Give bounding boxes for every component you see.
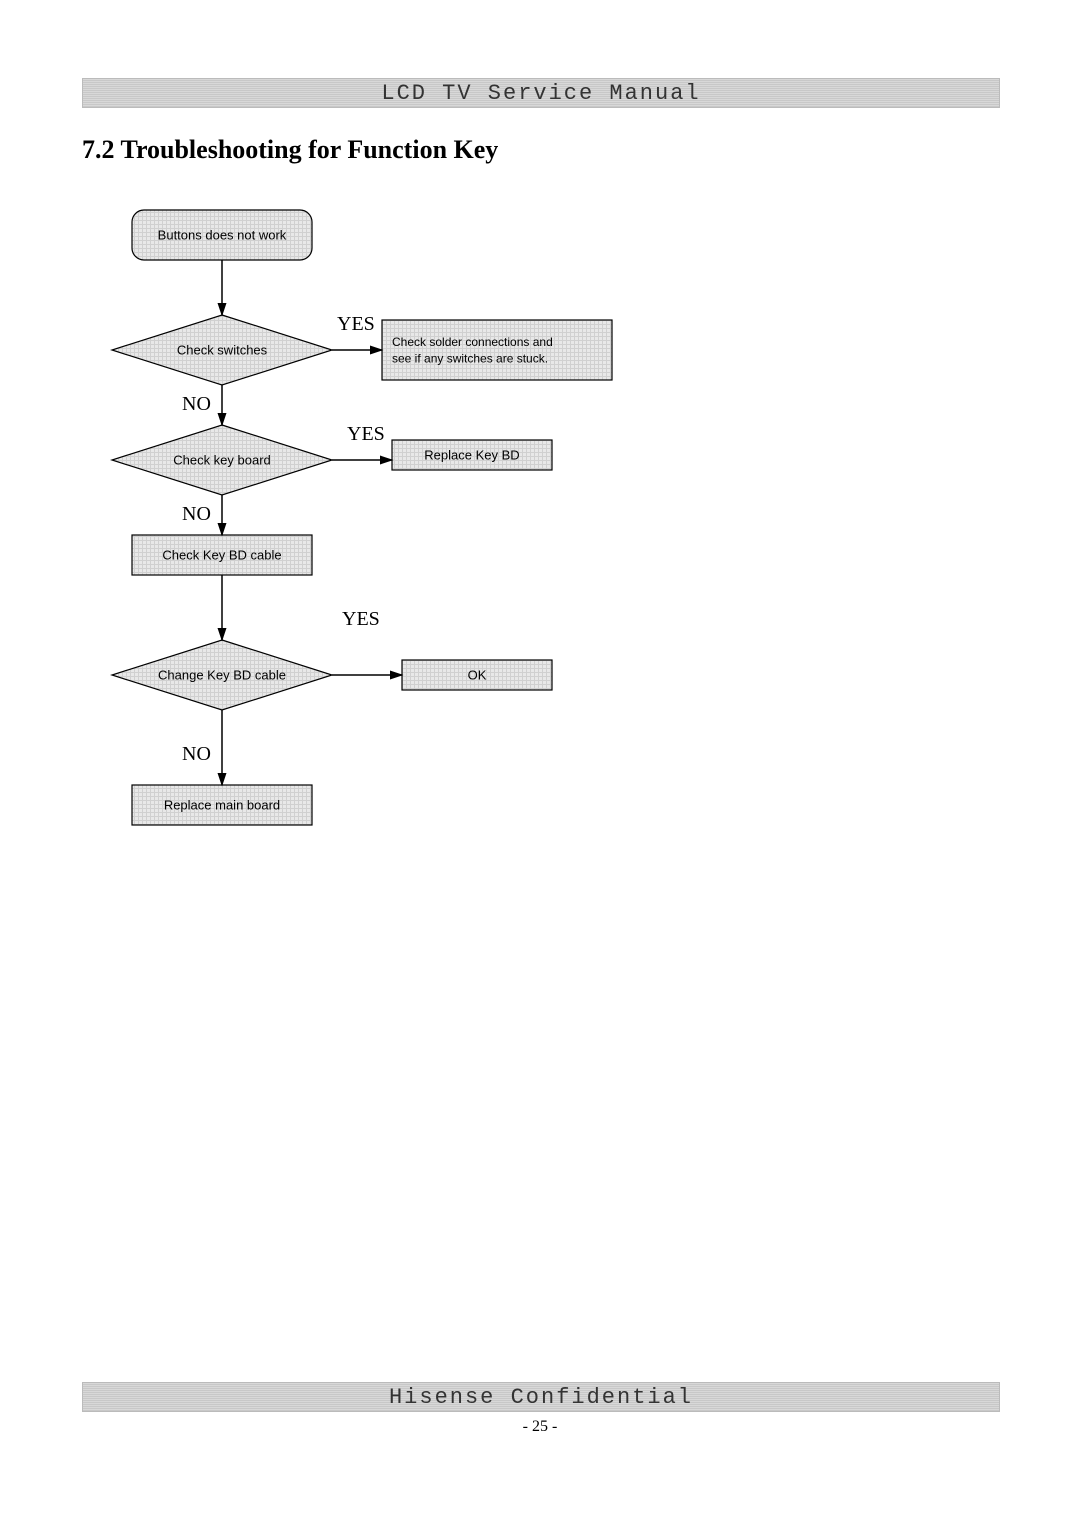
- svg-text:Check key board: Check key board: [173, 453, 271, 468]
- svg-text:YES: YES: [347, 423, 385, 445]
- flow-node-p1: [382, 320, 612, 380]
- svg-text:Replace main board: Replace main board: [164, 798, 280, 813]
- page-number: - 25 -: [0, 1418, 1080, 1436]
- svg-text:OK: OK: [468, 668, 487, 683]
- svg-text:Change Key BD cable: Change Key BD cable: [158, 668, 286, 683]
- svg-text:Check Key BD cable: Check Key BD cable: [162, 548, 281, 563]
- page-header: LCD TV Service Manual: [82, 78, 1000, 108]
- svg-text:Replace Key BD: Replace Key BD: [424, 448, 519, 463]
- svg-text:NO: NO: [182, 743, 211, 765]
- svg-text:YES: YES: [342, 608, 380, 630]
- svg-text:Buttons does not work: Buttons does not work: [158, 228, 287, 243]
- svg-text:Check switches: Check switches: [177, 343, 268, 358]
- page-footer: Hisense Confidential: [82, 1382, 1000, 1412]
- section-title: 7.2 Troubleshooting for Function Key: [82, 135, 498, 165]
- svg-text:NO: NO: [182, 393, 211, 415]
- svg-text:NO: NO: [182, 503, 211, 525]
- svg-text:YES: YES: [337, 313, 375, 335]
- flowchart: Buttons does not work Check switches Check…: [82, 200, 642, 925]
